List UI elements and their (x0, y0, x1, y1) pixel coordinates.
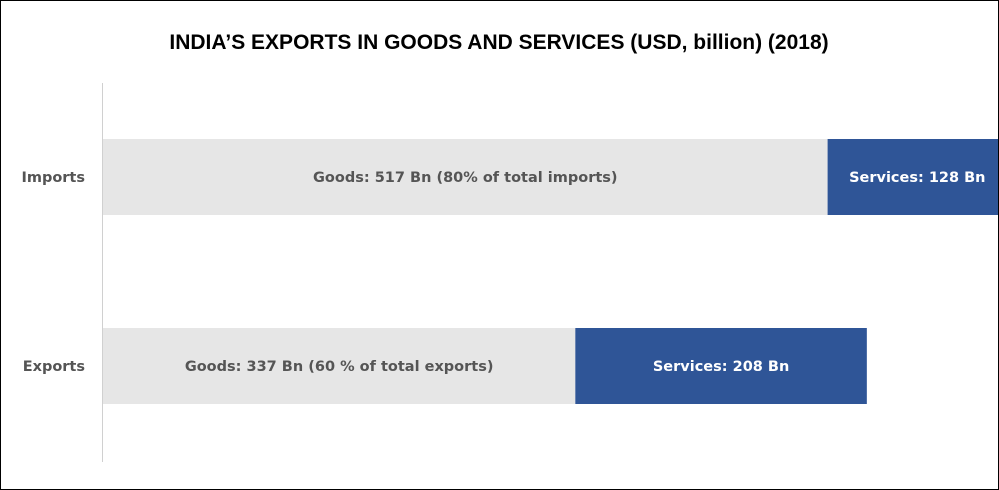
category-label-imports: Imports (21, 170, 85, 186)
chart-title: INDIA’S EXPORTS IN GOODS AND SERVICES (U… (169, 31, 828, 54)
bar-exports-services (575, 328, 867, 404)
bar-imports-services (827, 139, 998, 215)
data-label-imports-goods: Goods: 517 Bn (80% of total imports) (313, 170, 618, 186)
bars-group: Imports Goods: 517 Bn (80% of total impor… (21, 139, 998, 404)
category-label-exports: Exports (23, 359, 85, 375)
bar-exports-goods (103, 328, 576, 404)
data-label-imports-services: Services: 128 Bn (849, 170, 985, 186)
data-label-exports-services: Services: 208 Bn (653, 359, 789, 375)
bar-imports-goods (103, 139, 828, 215)
data-label-exports-goods: Goods: 337 Bn (60 % of total exports) (185, 359, 494, 375)
